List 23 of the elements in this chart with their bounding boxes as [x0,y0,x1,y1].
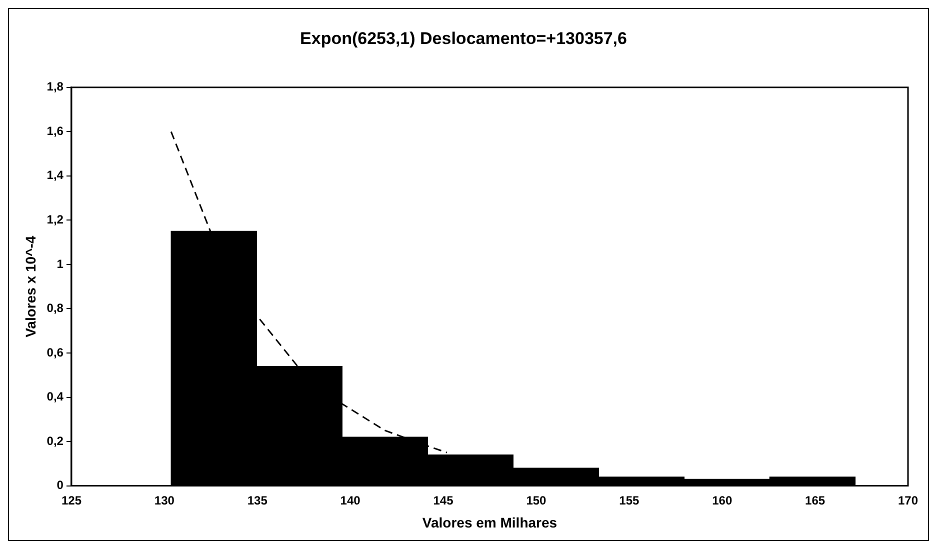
x-tick-label: 170 [898,493,918,508]
y-tick-label: 0,8 [46,301,64,316]
y-tick-label: 1,4 [46,168,64,182]
x-tick-label: 150 [526,493,547,508]
x-tick-label: 145 [433,493,454,508]
y-tick-label: 0 [56,478,64,492]
x-tick-label: 155 [619,493,640,508]
x-tick-label: 165 [805,493,826,508]
y-tick-label: 0,6 [46,345,64,360]
x-tick-label: 125 [61,493,82,508]
y-tick-label: 0,4 [46,390,64,404]
x-tick-label: 160 [712,493,732,508]
x-tick-label: 130 [154,493,175,508]
y-tick-label: 1,2 [46,212,64,227]
y-tick-label: 1,6 [46,124,64,138]
y-tick-label: 1 [56,256,64,271]
x-tick-label: 140 [340,493,361,508]
x-tick-label: 135 [247,493,268,508]
chart-title: Expon(6253,1) Deslocamento=+130357,6 [300,28,627,48]
y-tick-label: 1,8 [46,80,64,94]
y-tick-label: 0,2 [46,434,64,448]
x-axis-title: Valores em Milhares [422,514,558,530]
y-axis-title: Valores x 10^-4 [22,236,38,338]
